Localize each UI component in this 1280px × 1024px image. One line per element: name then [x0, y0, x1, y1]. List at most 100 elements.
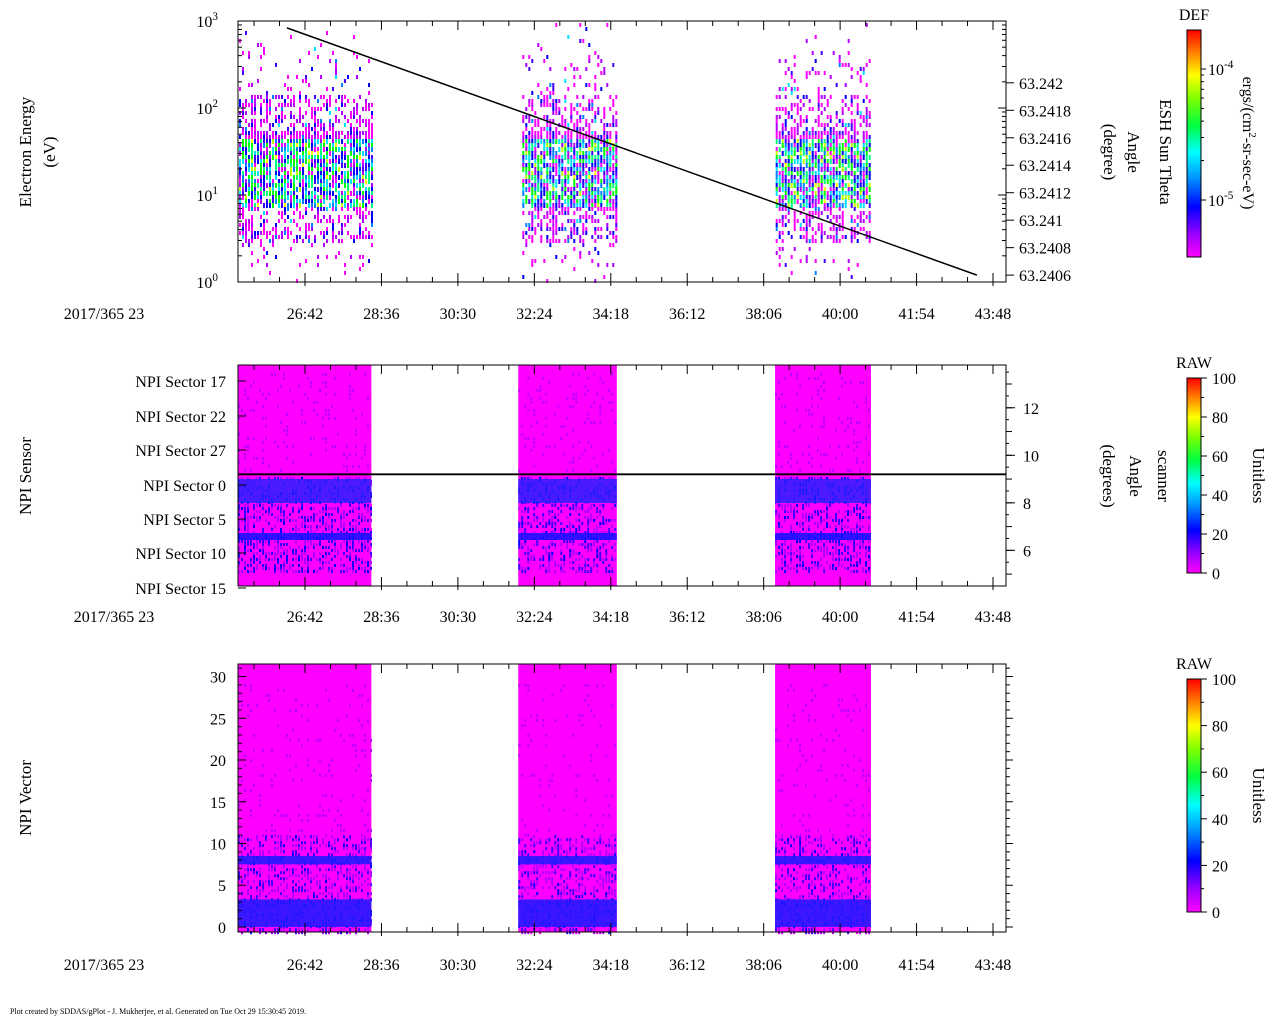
energy-pixel — [778, 87, 781, 91]
energy-pixel — [317, 131, 319, 135]
energy-pixel — [787, 67, 790, 71]
energy-pixel — [332, 123, 334, 127]
energy-pixel — [338, 239, 340, 243]
energy-pixel — [365, 227, 367, 231]
energy-pixel — [811, 239, 814, 243]
energy-pixel — [850, 123, 853, 127]
sensor-pixel — [590, 469, 593, 472]
energy-pixel — [305, 183, 307, 188]
energy-pixel — [251, 251, 253, 255]
energy-pixel — [814, 71, 817, 75]
sensor-pixel — [548, 528, 551, 531]
energy-pixel — [335, 163, 337, 168]
energy-pixel — [549, 131, 552, 135]
energy-pixel — [823, 107, 826, 111]
sensor-pixel — [572, 507, 575, 510]
energy-pixel — [344, 263, 346, 267]
energy-pixel — [594, 135, 597, 139]
energy-pixel — [284, 159, 286, 164]
energy-pixel — [564, 167, 567, 172]
energy-pixel — [787, 131, 790, 135]
sensor-pixel — [811, 477, 814, 480]
sensor-pixel — [826, 507, 829, 510]
energy-pixel — [326, 131, 328, 135]
energy-pixel — [853, 135, 856, 139]
energy-pixel — [308, 159, 310, 164]
energy-pixel — [826, 191, 829, 196]
sensor-pixel — [611, 409, 614, 412]
energy-pixel — [832, 131, 835, 135]
sensor-pixel — [364, 561, 366, 564]
sensor-pixel — [241, 477, 243, 480]
energy-pixel — [248, 167, 250, 172]
sensor-pixel — [283, 377, 285, 380]
energy-pixel — [850, 199, 853, 204]
energy-pixel — [594, 247, 597, 251]
energy-pixel — [266, 143, 268, 148]
energy-pixel — [790, 271, 793, 275]
energy-pixel — [567, 167, 570, 172]
energy-pixel — [576, 111, 579, 115]
energy-pixel — [612, 115, 615, 119]
sensor-pixel — [844, 516, 847, 519]
energy-pixel — [284, 151, 286, 156]
energy-pixel — [296, 131, 298, 135]
sensor-pixel — [838, 510, 841, 513]
energy-pixel — [606, 83, 609, 87]
energy-pixel — [790, 179, 793, 184]
energy-pixel — [850, 231, 853, 235]
energy-pixel — [239, 87, 241, 91]
energy-pixel — [314, 111, 316, 115]
sensor-pixel — [349, 522, 351, 525]
energy-pixel — [359, 147, 361, 152]
sensor-pixel — [292, 401, 294, 404]
energy-pixel — [594, 51, 597, 55]
energy-pixel — [242, 243, 244, 247]
energy-pixel — [299, 211, 301, 215]
energy-pixel — [793, 247, 796, 251]
energy-pixel — [284, 207, 286, 211]
energy-pixel — [350, 203, 352, 208]
energy-pixel — [269, 191, 271, 196]
sensor-pixel — [521, 522, 524, 525]
sensor-pixel — [832, 469, 835, 472]
sensor-pixel — [325, 522, 327, 525]
energy-pixel — [284, 99, 286, 103]
energy-pixel — [820, 51, 823, 55]
energy-pixel — [534, 195, 537, 200]
energy-pixel — [531, 143, 534, 148]
sensor-pixel — [811, 513, 814, 516]
sensor-pixel — [599, 540, 602, 543]
energy-pixel — [371, 199, 373, 204]
energy-pixel — [248, 219, 250, 223]
energy-pixel — [326, 103, 328, 107]
sensor-pixel — [605, 507, 608, 510]
energy-pixel — [829, 151, 832, 156]
energy-pixel — [314, 191, 316, 196]
energy-pixel — [281, 231, 283, 235]
sensor-pixel — [823, 453, 826, 456]
energy-pixel — [603, 67, 606, 71]
energy-pixel — [260, 159, 262, 164]
energy-pixel — [239, 223, 241, 227]
sensor-pixel — [247, 507, 249, 510]
sensor-pixel — [844, 555, 847, 558]
sensor-pixel — [569, 540, 572, 543]
energy-pixel — [311, 207, 313, 211]
energy-pixel — [338, 95, 340, 99]
sensor-band-sector10 — [518, 533, 617, 540]
energy-pixel — [841, 151, 844, 156]
energy-pixel — [248, 51, 250, 55]
energy-pixel — [823, 191, 826, 196]
energy-pixel — [865, 159, 868, 164]
energy-pixel — [847, 155, 850, 160]
energy-pixel — [320, 43, 322, 47]
sensor-band-sector0 — [518, 479, 617, 503]
energy-pixel — [552, 83, 555, 87]
energy-pixel — [540, 103, 543, 107]
energy-pixel — [522, 231, 525, 235]
sensor-pixel — [253, 507, 255, 510]
energy-pixel — [522, 155, 525, 160]
energy-pixel — [790, 183, 793, 188]
sensor-pixel — [518, 528, 521, 531]
